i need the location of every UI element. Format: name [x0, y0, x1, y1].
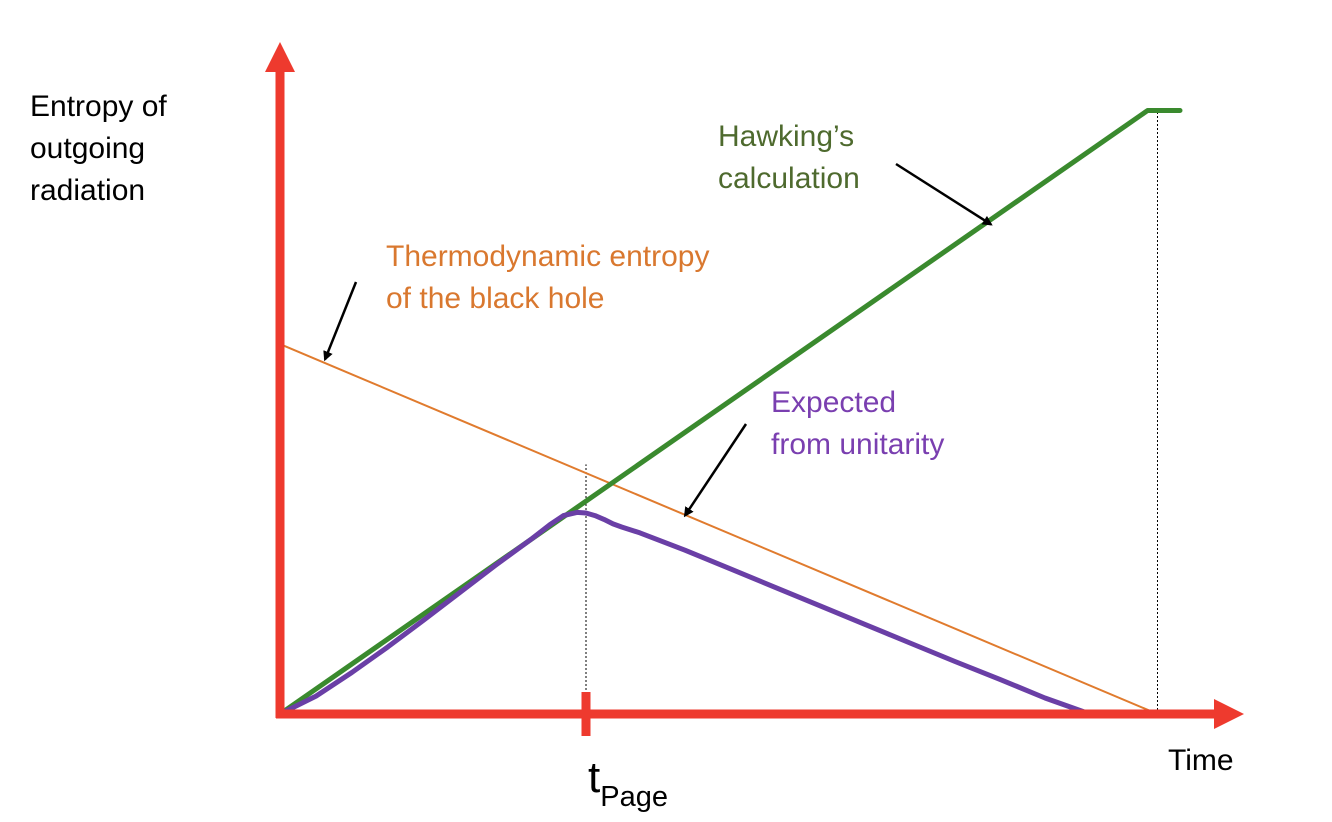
unitarity-curve-line [277, 509, 1160, 717]
y-axis-label: Entropy of outgoing radiation [30, 90, 167, 207]
hawking-series-label: Hawking’s calculation [718, 120, 860, 195]
thermodynamic-series-label: Thermodynamic entropy of the black hole [386, 240, 710, 315]
thermodynamic-entropy-line [279, 343, 1159, 715]
annotation-arrow-1 [323, 281, 358, 362]
page-time-subscript: Page [600, 781, 668, 813]
annotation-arrow-0 [895, 162, 993, 226]
annotation-arrow-2 [683, 423, 748, 518]
page-time-symbol: t [588, 753, 601, 802]
page-time-tick-label: tPage [588, 752, 668, 813]
y-axis-arrowhead [265, 42, 295, 72]
x-axis-label: Time [1168, 744, 1234, 777]
unitarity-series-label: Expected from unitarity [771, 386, 945, 461]
x-axis-arrowhead [1214, 699, 1244, 729]
hawking-calculation-line [277, 108, 1183, 717]
